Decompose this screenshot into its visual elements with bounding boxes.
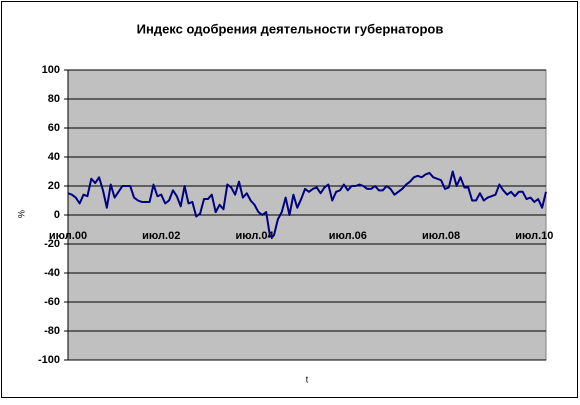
y-tick-label: 20 bbox=[48, 180, 60, 192]
y-tick-label: 60 bbox=[48, 122, 60, 134]
data-line bbox=[67, 170, 547, 238]
y-tick-label: -40 bbox=[44, 267, 60, 279]
y-tick-label: -100 bbox=[38, 354, 60, 366]
x-tick-label: июл.10 bbox=[515, 230, 553, 242]
y-tick-label: -60 bbox=[44, 296, 60, 308]
x-tick-label: июл.00 bbox=[49, 230, 87, 242]
x-tick-label: июл.02 bbox=[142, 230, 180, 242]
y-tick-label: 0 bbox=[54, 209, 60, 221]
y-tick-label: 40 bbox=[48, 151, 60, 163]
y-tick-label: 80 bbox=[48, 93, 60, 105]
y-tick-label: 100 bbox=[42, 64, 60, 76]
chart-title: Индекс одобрения деятельности губернатор… bbox=[137, 21, 444, 36]
y-axis-label: % bbox=[16, 210, 26, 218]
x-axis-label: t bbox=[306, 374, 309, 384]
x-tick-label: июл.08 bbox=[422, 230, 460, 242]
x-tick-label: июл.06 bbox=[329, 230, 367, 242]
y-tick-label: -80 bbox=[44, 325, 60, 337]
x-tick-label: июл.04 bbox=[235, 230, 274, 242]
y-tick-label: -20 bbox=[44, 238, 60, 250]
